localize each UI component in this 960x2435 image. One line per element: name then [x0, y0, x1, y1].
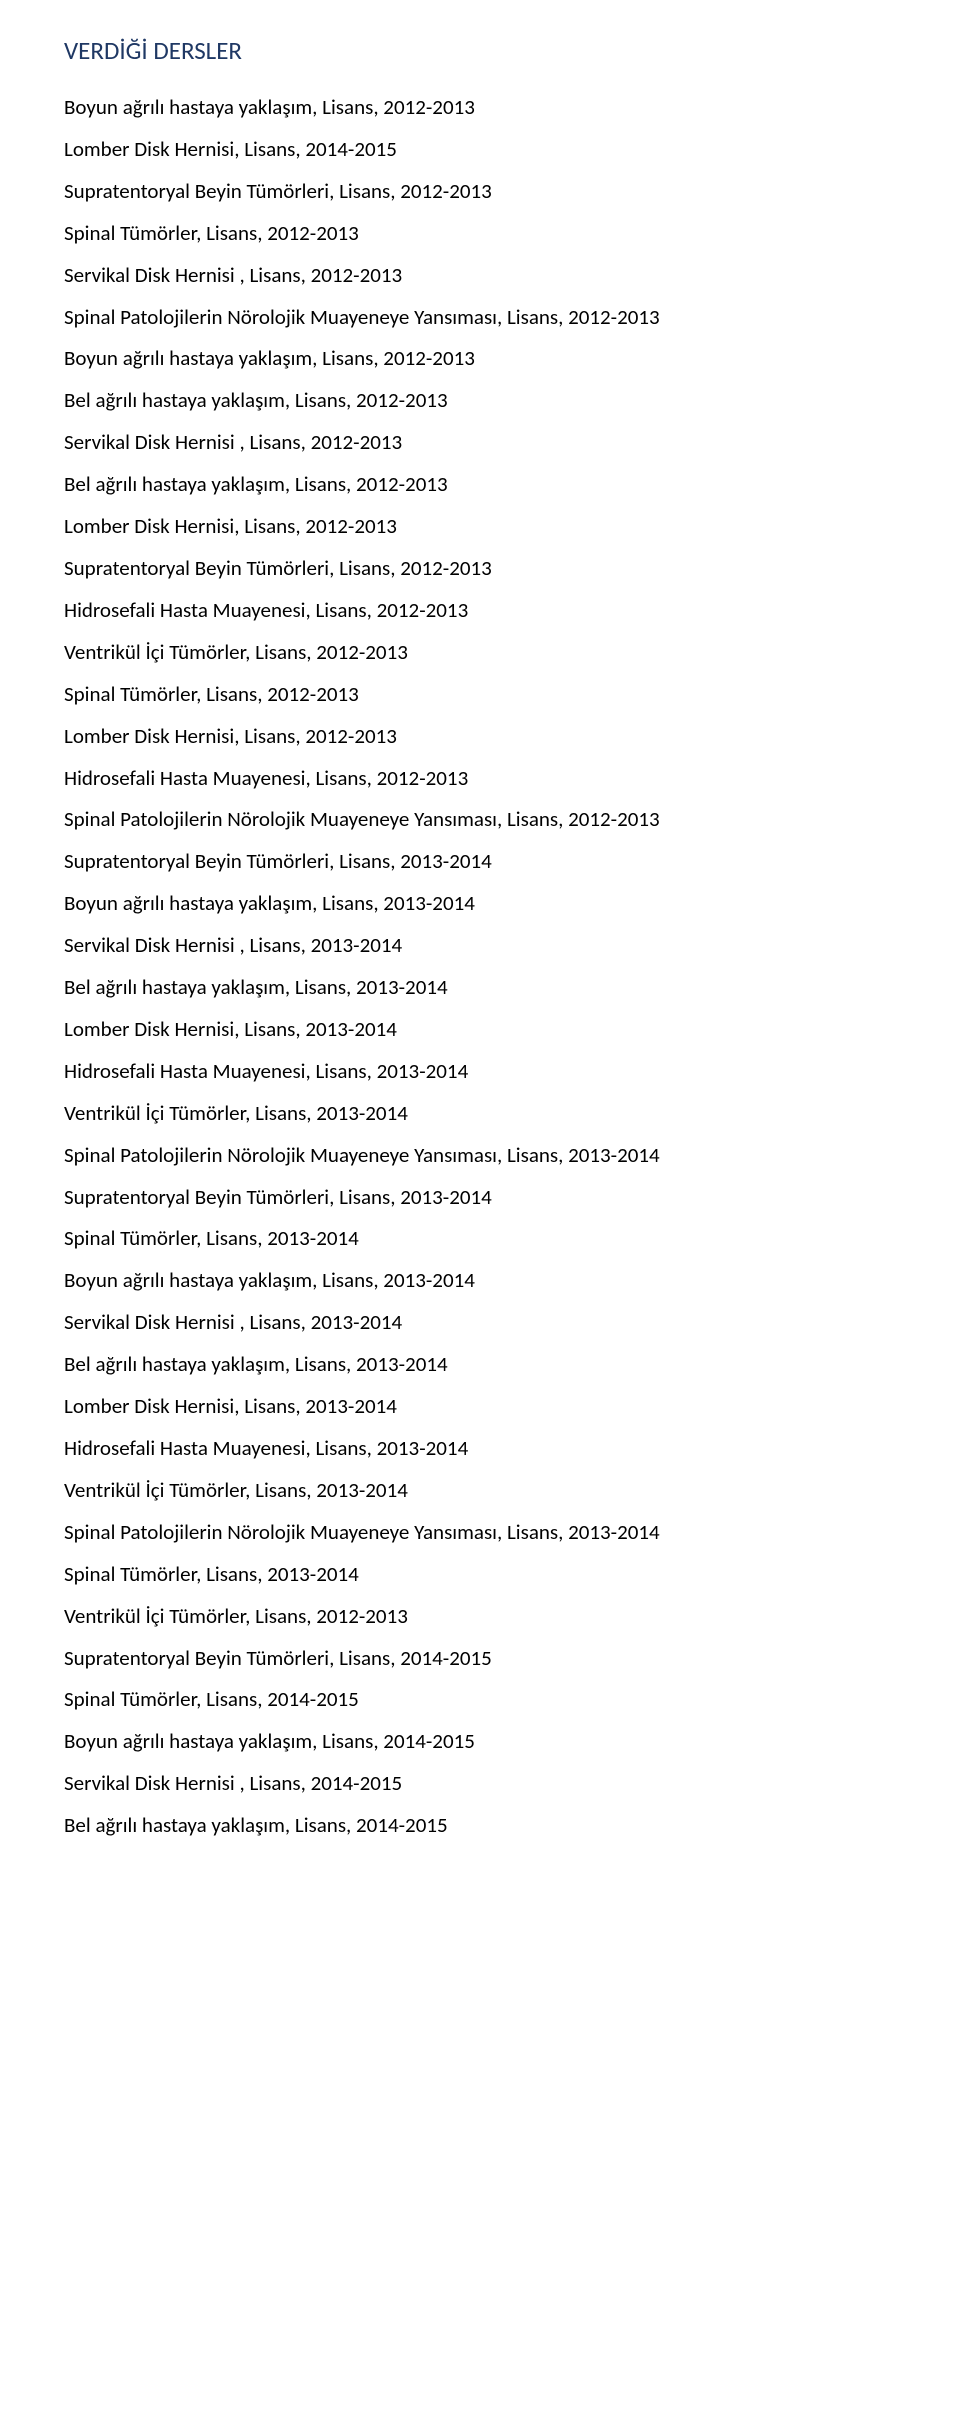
course-item: Lomber Disk Hernisi, Lisans, 2012-2013 [64, 721, 896, 753]
section-heading: VERDİĞİ DERSLER [64, 32, 896, 70]
course-item: Spinal Tümörler, Lisans, 2012-2013 [64, 218, 896, 250]
course-item: Boyun ağrılı hastaya yaklaşım, Lisans, 2… [64, 1265, 896, 1297]
course-item: Supratentoryal Beyin Tümörleri, Lisans, … [64, 1643, 896, 1675]
course-item: Servikal Disk Hernisi , Lisans, 2013-201… [64, 930, 896, 962]
course-item: Spinal Tümörler, Lisans, 2014-2015 [64, 1684, 896, 1716]
course-item: Lomber Disk Hernisi, Lisans, 2014-2015 [64, 134, 896, 166]
course-item: Spinal Tümörler, Lisans, 2013-2014 [64, 1559, 896, 1591]
course-item: Spinal Patolojilerin Nörolojik Muayeneye… [64, 1140, 896, 1172]
course-item: Spinal Patolojilerin Nörolojik Muayeneye… [64, 1517, 896, 1549]
course-item: Hidrosefali Hasta Muayenesi, Lisans, 201… [64, 1433, 896, 1465]
course-item: Boyun ağrılı hastaya yaklaşım, Lisans, 2… [64, 888, 896, 920]
course-item: Ventrikül İçi Tümörler, Lisans, 2012-201… [64, 637, 896, 669]
course-item: Servikal Disk Hernisi , Lisans, 2013-201… [64, 1307, 896, 1339]
course-item: Boyun ağrılı hastaya yaklaşım, Lisans, 2… [64, 92, 896, 124]
course-item: Supratentoryal Beyin Tümörleri, Lisans, … [64, 176, 896, 208]
course-item: Spinal Tümörler, Lisans, 2012-2013 [64, 679, 896, 711]
course-item: Ventrikül İçi Tümörler, Lisans, 2013-201… [64, 1098, 896, 1130]
course-item: Spinal Patolojilerin Nörolojik Muayeneye… [64, 302, 896, 334]
course-item: Spinal Tümörler, Lisans, 2013-2014 [64, 1223, 896, 1255]
course-item: Supratentoryal Beyin Tümörleri, Lisans, … [64, 846, 896, 878]
course-item: Bel ağrılı hastaya yaklaşım, Lisans, 201… [64, 385, 896, 417]
course-item: Ventrikül İçi Tümörler, Lisans, 2012-201… [64, 1601, 896, 1633]
course-item: Boyun ağrılı hastaya yaklaşım, Lisans, 2… [64, 1726, 896, 1758]
course-item: Supratentoryal Beyin Tümörleri, Lisans, … [64, 553, 896, 585]
course-item: Hidrosefali Hasta Muayenesi, Lisans, 201… [64, 763, 896, 795]
course-item: Lomber Disk Hernisi, Lisans, 2013-2014 [64, 1391, 896, 1423]
course-item: Boyun ağrılı hastaya yaklaşım, Lisans, 2… [64, 343, 896, 375]
course-item: Lomber Disk Hernisi, Lisans, 2012-2013 [64, 511, 896, 543]
course-item: Supratentoryal Beyin Tümörleri, Lisans, … [64, 1182, 896, 1214]
course-item: Hidrosefali Hasta Muayenesi, Lisans, 201… [64, 595, 896, 627]
course-item: Bel ağrılı hastaya yaklaşım, Lisans, 201… [64, 1810, 896, 1842]
course-item: Servikal Disk Hernisi , Lisans, 2012-201… [64, 260, 896, 292]
course-item: Lomber Disk Hernisi, Lisans, 2013-2014 [64, 1014, 896, 1046]
course-item: Bel ağrılı hastaya yaklaşım, Lisans, 201… [64, 972, 896, 1004]
course-item: Servikal Disk Hernisi , Lisans, 2012-201… [64, 427, 896, 459]
course-item: Bel ağrılı hastaya yaklaşım, Lisans, 201… [64, 469, 896, 501]
course-item: Spinal Patolojilerin Nörolojik Muayeneye… [64, 804, 896, 836]
course-item: Bel ağrılı hastaya yaklaşım, Lisans, 201… [64, 1349, 896, 1381]
course-item: Ventrikül İçi Tümörler, Lisans, 2013-201… [64, 1475, 896, 1507]
course-item: Hidrosefali Hasta Muayenesi, Lisans, 201… [64, 1056, 896, 1088]
course-item: Servikal Disk Hernisi , Lisans, 2014-201… [64, 1768, 896, 1800]
courses-list: Boyun ağrılı hastaya yaklaşım, Lisans, 2… [64, 92, 896, 1842]
